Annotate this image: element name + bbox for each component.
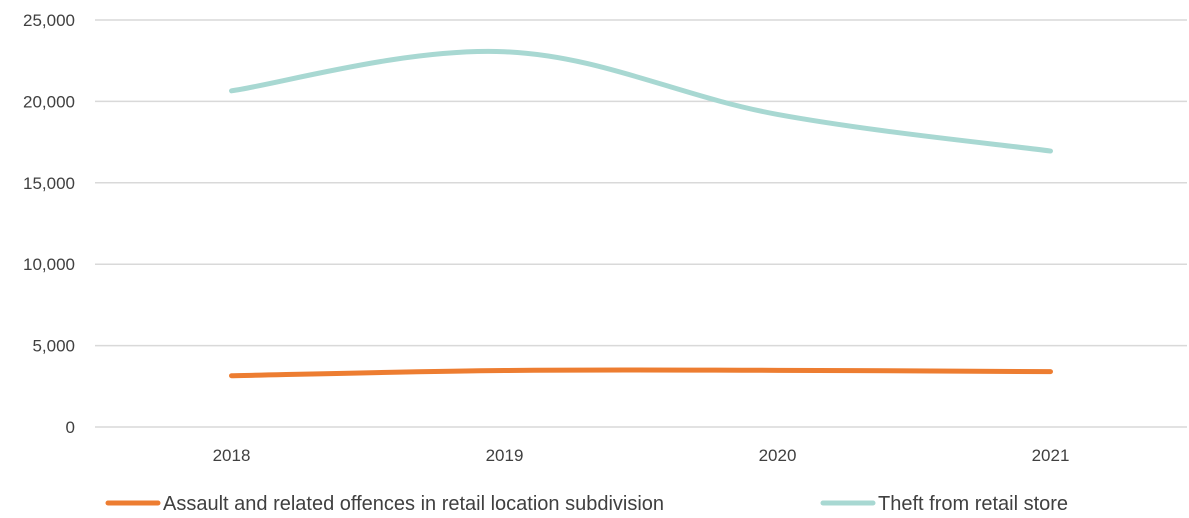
- x-tick-label: 2021: [1032, 446, 1070, 465]
- y-tick-label: 5,000: [32, 337, 75, 356]
- y-tick-label: 10,000: [23, 255, 75, 274]
- series-line-1: [229, 48, 1053, 154]
- legend-label-theft: Theft from retail store: [878, 493, 1068, 515]
- series-line-0: [229, 367, 1053, 379]
- y-tick-label: 25,000: [23, 11, 75, 30]
- gridlines: [95, 19, 1187, 428]
- y-axis-tick-labels: 0 5,000 10,000 15,000 20,000 25,000: [23, 11, 75, 437]
- legend-label-assault: Assault and related offences in retail l…: [163, 493, 664, 515]
- y-tick-label: 15,000: [23, 174, 75, 193]
- x-axis-tick-labels: 2018 2019 2020 2021: [213, 446, 1070, 465]
- legend: Assault and related offences in retail l…: [105, 493, 1068, 515]
- x-tick-label: 2018: [213, 446, 251, 465]
- x-tick-label: 2019: [486, 446, 524, 465]
- y-tick-label: 20,000: [23, 92, 75, 111]
- y-tick-label: 0: [66, 418, 75, 437]
- x-tick-label: 2020: [759, 446, 797, 465]
- series-lines: [229, 48, 1053, 379]
